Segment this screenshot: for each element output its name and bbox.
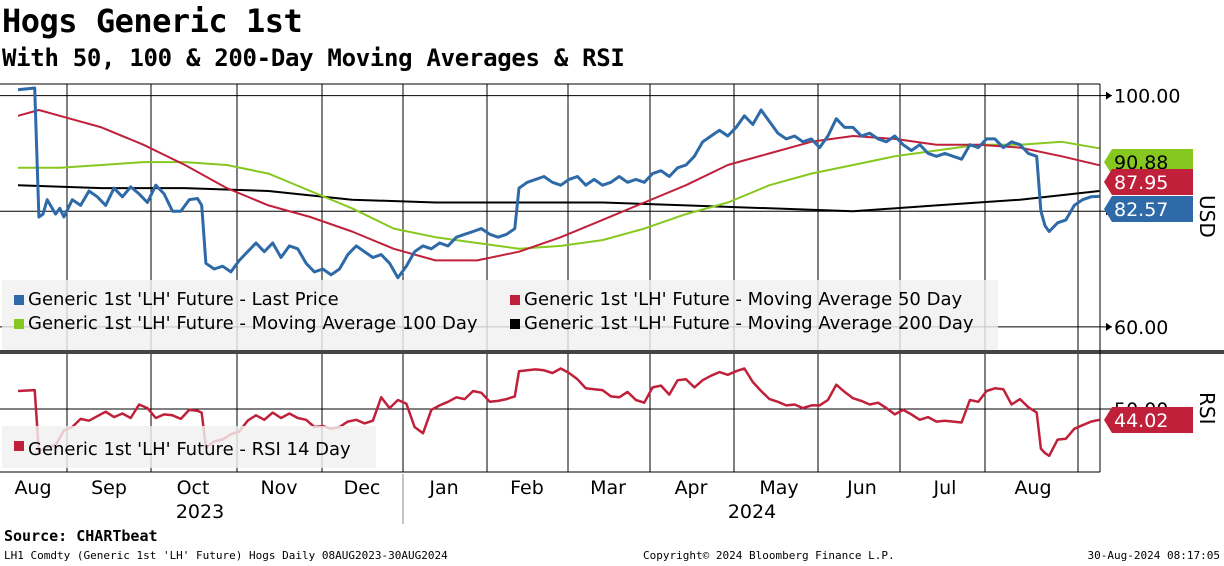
legend-label-price: Generic 1st 'LH' Future - Last Price xyxy=(28,289,339,310)
x-tick-label: Mar xyxy=(590,477,626,499)
axes-layer: 100.0080.0060.0050.0090.8887.9582.5744.0… xyxy=(0,83,1224,524)
x-tick-label: Nov xyxy=(260,477,297,499)
legend-label-rsi: Generic 1st 'LH' Future - RSI 14 Day xyxy=(28,439,351,460)
ma100-last-tag xyxy=(1104,149,1193,175)
rsi-last-tag xyxy=(1104,407,1193,433)
x-tick-label: Jul xyxy=(933,477,957,499)
legend-swatch-ma50 xyxy=(510,295,520,305)
x-tick-label: Feb xyxy=(510,477,544,499)
footer-ticker: LH1 Comdty (Generic 1st 'LH' Future) Hog… xyxy=(4,549,448,562)
legend-swatch-ma100 xyxy=(14,319,24,329)
price-axis-title: USD xyxy=(1195,195,1219,238)
legend-layer: Generic 1st 'LH' Future - Last Price Gene… xyxy=(2,280,998,468)
rsi-legend-box xyxy=(2,426,376,468)
legend-swatch-ma200 xyxy=(510,319,520,329)
price-last-tag xyxy=(1104,196,1193,222)
price-legend-box xyxy=(2,280,998,350)
x-tick-label: Jan xyxy=(428,477,458,499)
series-line-rsi xyxy=(17,367,1100,458)
x-tick-label: Sep xyxy=(91,477,127,499)
x-tick-label: Apr xyxy=(675,477,708,499)
price-tick-label: 60.00 xyxy=(1114,317,1168,339)
footer-timestamp: 30-Aug-2024 08:17:05 xyxy=(1087,549,1220,562)
chart-title: Hogs Generic 1st xyxy=(2,2,303,40)
series-layer xyxy=(17,86,1100,458)
ma100-last-tag-label: 90.88 xyxy=(1114,152,1168,174)
year-label: 2023 xyxy=(176,501,224,523)
price-tick-arrow xyxy=(1106,322,1112,331)
source-note: Source: CHARTbeat xyxy=(4,527,158,545)
x-tick-label: Jun xyxy=(846,477,877,499)
rsi-axis-title: RSI xyxy=(1195,392,1219,425)
series-line-ma200 xyxy=(17,184,1100,213)
price-tick-label: 100.00 xyxy=(1114,86,1180,108)
x-tick-label: Dec xyxy=(344,477,381,499)
x-tick-label: May xyxy=(759,477,798,499)
year-label: 2024 xyxy=(728,501,776,523)
legend-label-ma100: Generic 1st 'LH' Future - Moving Average… xyxy=(28,313,478,334)
ma50-last-tag-label: 87.95 xyxy=(1114,172,1168,194)
price-tick-arrow xyxy=(1106,91,1112,100)
legend-swatch-rsi xyxy=(14,441,24,451)
series-line-ma100 xyxy=(18,140,1100,250)
legend-label-ma200: Generic 1st 'LH' Future - Moving Average… xyxy=(524,313,974,334)
panel-divider xyxy=(0,350,1224,354)
x-tick-label: Aug xyxy=(1014,477,1051,499)
series-line-price xyxy=(17,86,1100,280)
footer-copyright: Copyright© 2024 Bloomberg Finance L.P. xyxy=(643,549,895,562)
x-tick-label: Oct xyxy=(177,477,210,499)
x-tick-label: Aug xyxy=(14,477,51,499)
legend-swatch-price xyxy=(14,295,24,305)
legend-label-ma50: Generic 1st 'LH' Future - Moving Average… xyxy=(524,289,962,310)
price-last-tag-label: 82.57 xyxy=(1114,199,1168,221)
series-line-ma50 xyxy=(17,109,1100,262)
rsi-last-tag-label: 44.02 xyxy=(1114,410,1168,432)
ma50-last-tag xyxy=(1104,169,1193,195)
chart-subtitle: With 50, 100 & 200-Day Moving Averages &… xyxy=(2,44,625,72)
